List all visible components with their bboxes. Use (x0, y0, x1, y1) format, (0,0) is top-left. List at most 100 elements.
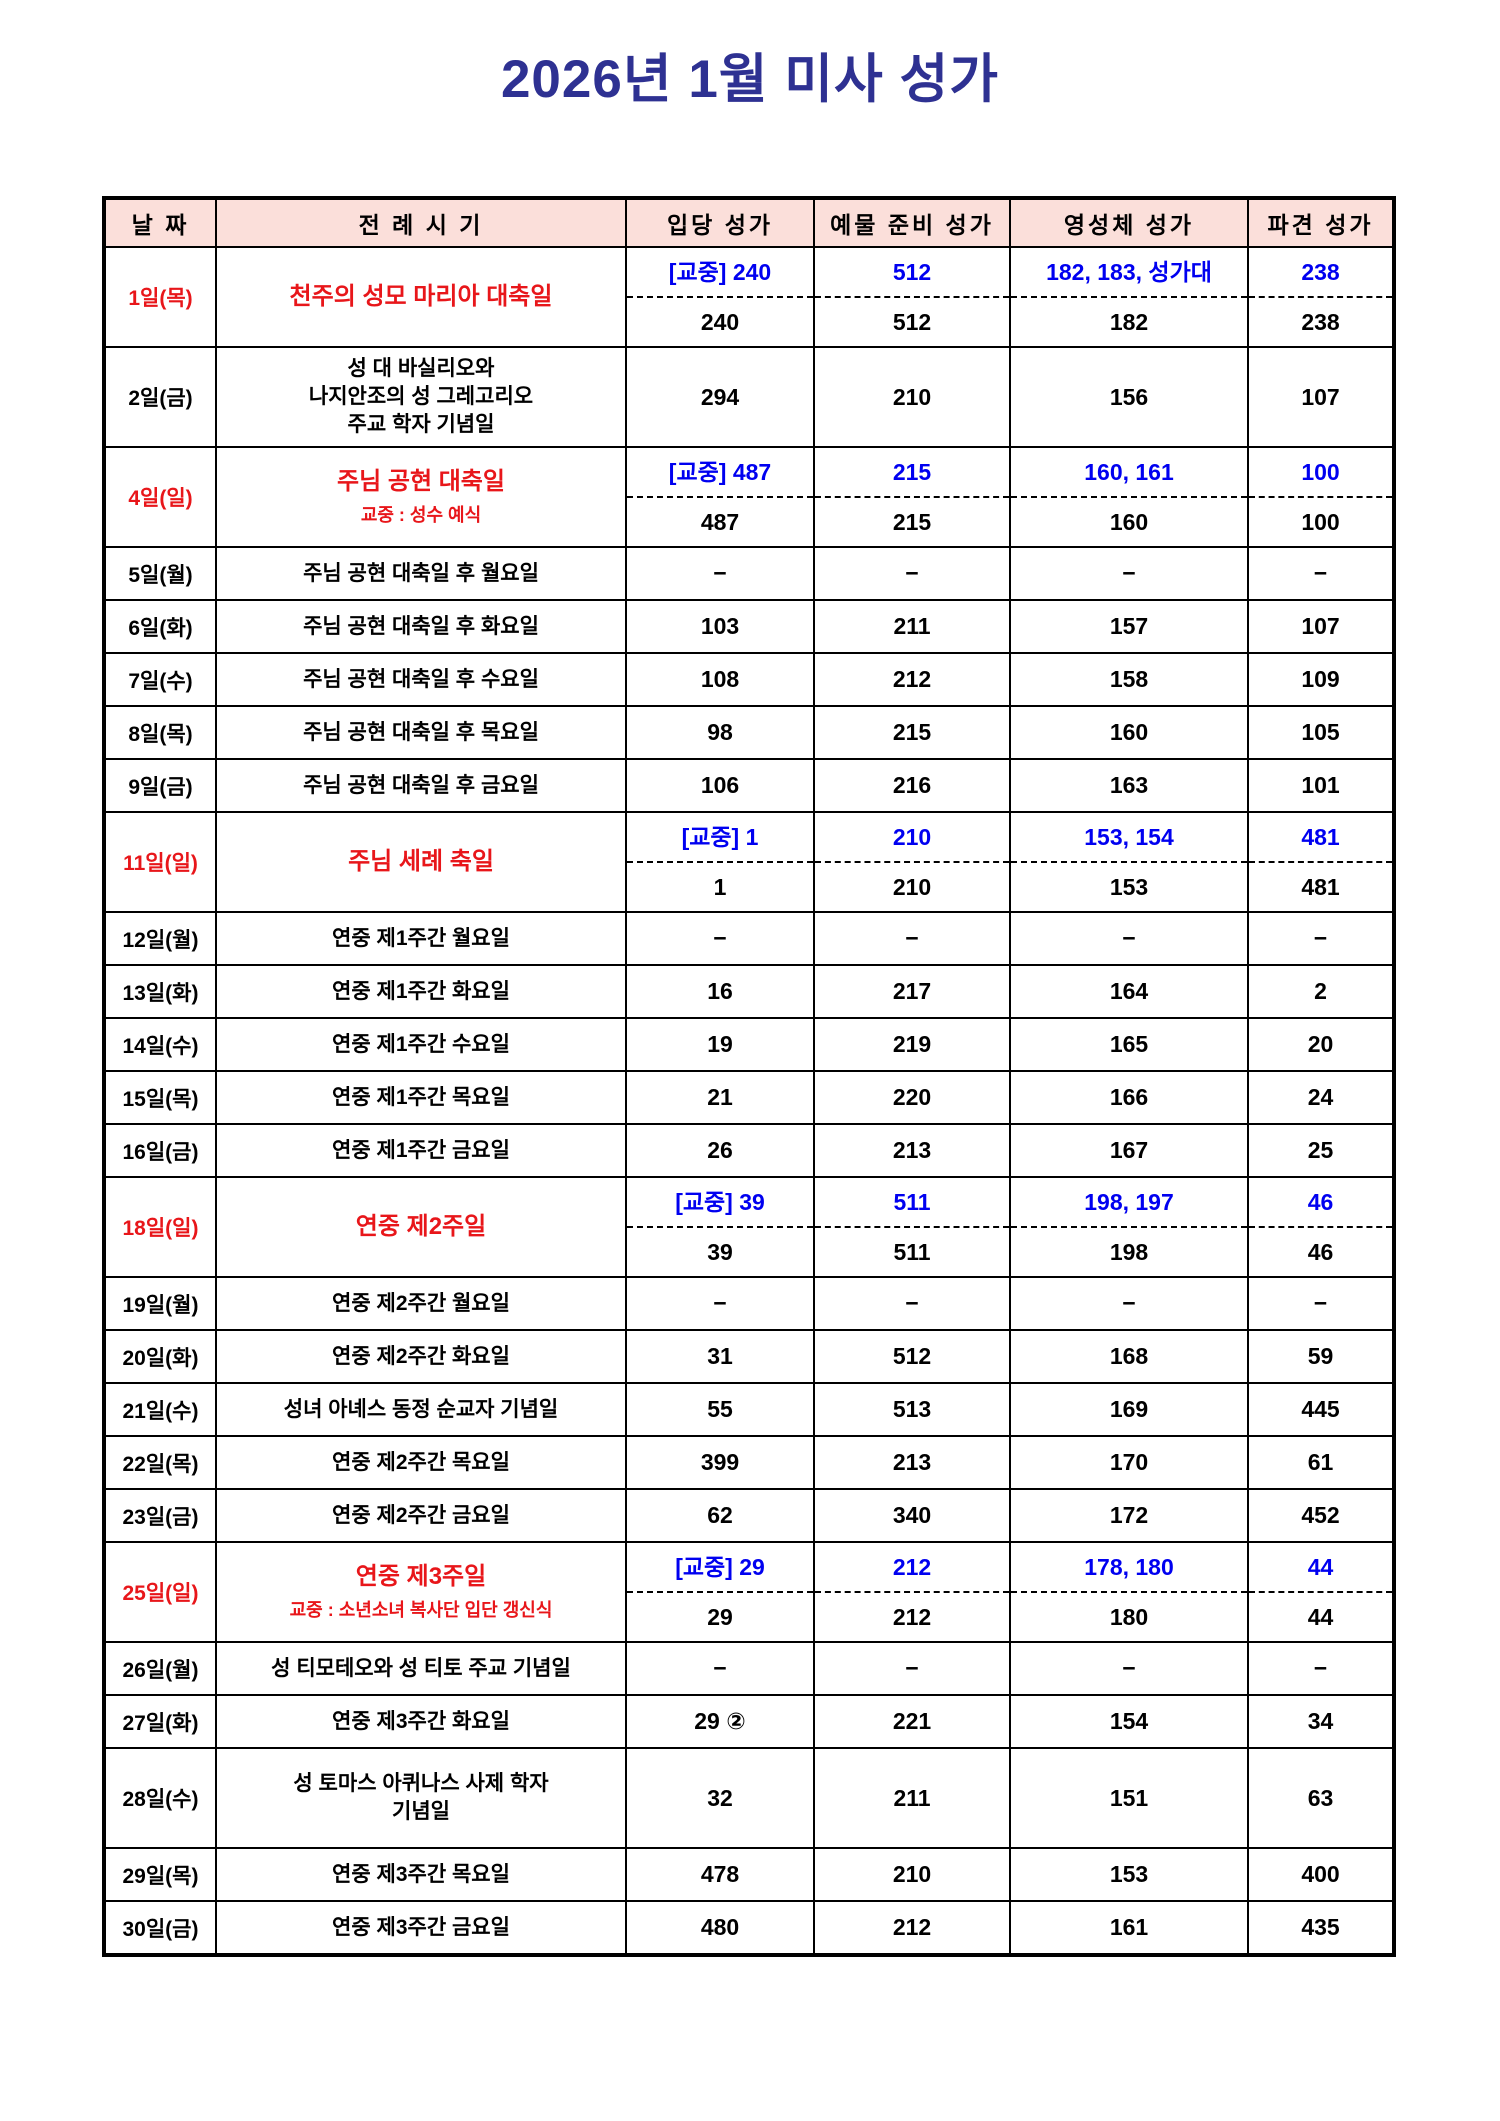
cell-communion-hymn: 160, 161 160 (1009, 446, 1249, 548)
cell-entrance-hymn: 98 (625, 705, 815, 760)
entrance-hymn-standard: 240 (700, 309, 740, 335)
cell-entrance-hymn: [교중] 1 1 (625, 811, 815, 913)
entrance-hymn-gyojung: [교중] 29 (627, 1543, 813, 1593)
cell-offertory-hymn: − (813, 911, 1011, 966)
dismissal-hymn-standard: 481 (1301, 874, 1340, 900)
cell-communion-hymn: 167 (1009, 1123, 1249, 1178)
cell-entrance-hymn: [교중] 487 487 (625, 446, 815, 548)
entrance-hymn-standard: 39 (707, 1239, 733, 1265)
cell-dismissal-hymn: 107 (1247, 599, 1395, 654)
cell-offertory-hymn: − (813, 1641, 1011, 1696)
cell-entrance-hymn: 399 (625, 1435, 815, 1490)
offertory-hymn-standard: 212 (892, 1604, 932, 1630)
table-row: 8일(목) 주님 공현 대축일 후 목요일 98 215 160 105 (103, 705, 1395, 760)
cell-entrance-hymn: 480 (625, 1900, 815, 1956)
cell-liturgical-season: 주님 공현 대축일 후 목요일 (215, 705, 627, 760)
table-row: 7일(수) 주님 공현 대축일 후 수요일 108 212 158 109 (103, 652, 1395, 707)
column-header-entrance: 입당 성가 (625, 197, 815, 248)
communion-hymn-standard: 198 (1109, 1239, 1149, 1265)
entrance-hymn-standard: 1 (713, 874, 727, 900)
table-row: 15일(목) 연중 제1주간 목요일 21 220 166 24 (103, 1070, 1395, 1125)
cell-liturgical-season: 주님 공현 대축일 후 수요일 (215, 652, 627, 707)
cell-entrance-hymn: 55 (625, 1382, 815, 1437)
cell-dismissal-hymn: 481 481 (1247, 811, 1395, 913)
cell-communion-hymn: 170 (1009, 1435, 1249, 1490)
table-row: 5일(월) 주님 공현 대축일 후 월요일 − − − − (103, 546, 1395, 601)
cell-communion-hymn: 157 (1009, 599, 1249, 654)
table-row: 16일(금) 연중 제1주간 금요일 26 213 167 25 (103, 1123, 1395, 1178)
offertory-hymn-standard: 215 (892, 509, 932, 535)
table-row: 2일(금) 성 대 바실리오와 나지안조의 성 그레고리오 주교 학자 기념일 294 2… (103, 346, 1395, 448)
cell-liturgical-season: 연중 제2주간 금요일 (215, 1488, 627, 1543)
cell-date: 26일(월) (103, 1641, 217, 1696)
offertory-hymn-gyojung: 511 (815, 1178, 1009, 1228)
cell-date: 22일(목) (103, 1435, 217, 1490)
cell-communion-hymn: − (1009, 1641, 1249, 1696)
cell-entrance-hymn: 21 (625, 1070, 815, 1125)
entrance-hymn-standard: 29 (707, 1604, 733, 1630)
cell-date: 19일(월) (103, 1276, 217, 1331)
table-row: 27일(화) 연중 제3주간 화요일 29 ② 221 154 34 (103, 1694, 1395, 1749)
cell-offertory-hymn: 210 (813, 1847, 1011, 1902)
table-header: 날 짜 전 례 시 기 입당 성가 예물 준비 성가 영성체 성가 파견 성가 (103, 197, 1395, 248)
cell-offertory-hymn: 217 (813, 964, 1011, 1019)
table-row: 6일(화) 주님 공현 대축일 후 화요일 103 211 157 107 (103, 599, 1395, 654)
cell-date: 14일(수) (103, 1017, 217, 1072)
cell-date: 6일(화) (103, 599, 217, 654)
cell-liturgical-season: 연중 제1주간 월요일 (215, 911, 627, 966)
cell-liturgical-season: 연중 제2주간 월요일 (215, 1276, 627, 1331)
cell-offertory-hymn: 512 512 (813, 246, 1011, 348)
table-row: 18일(일) 연중 제2주일 [교중] 39 39 511 511 198, 197 198 4… (103, 1176, 1395, 1278)
cell-communion-hymn: 169 (1009, 1382, 1249, 1437)
cell-dismissal-hymn: 46 46 (1247, 1176, 1395, 1278)
cell-date: 16일(금) (103, 1123, 217, 1178)
cell-liturgical-season: 성녀 아녜스 동정 순교자 기념일 (215, 1382, 627, 1437)
column-header-season: 전 례 시 기 (215, 197, 627, 248)
cell-dismissal-hymn: 445 (1247, 1382, 1395, 1437)
dismissal-hymn-standard: 46 (1307, 1239, 1334, 1265)
column-header-communion: 영성체 성가 (1009, 197, 1249, 248)
cell-entrance-hymn: [교중] 29 29 (625, 1541, 815, 1643)
communion-hymn-gyojung: 182, 183, 성가대 (1011, 248, 1247, 298)
entrance-hymn-gyojung: [교중] 487 (627, 448, 813, 498)
cell-entrance-hymn: 478 (625, 1847, 815, 1902)
cell-offertory-hymn: 211 (813, 1747, 1011, 1849)
offertory-hymn-gyojung: 215 (815, 448, 1009, 498)
cell-offertory-hymn: 340 (813, 1488, 1011, 1543)
cell-liturgical-season: 연중 제3주간 금요일 (215, 1900, 627, 1956)
cell-offertory-hymn: 216 (813, 758, 1011, 813)
cell-date: 28일(수) (103, 1747, 217, 1849)
cell-date: 4일(일) (103, 446, 217, 548)
cell-date: 29일(목) (103, 1847, 217, 1902)
cell-entrance-hymn: 106 (625, 758, 815, 813)
cell-offertory-hymn: 212 212 (813, 1541, 1011, 1643)
communion-hymn-standard: 153 (1109, 874, 1149, 900)
column-header-date: 날 짜 (103, 197, 217, 248)
season-title: 연중 제3주일 (355, 1563, 487, 1591)
cell-dismissal-hymn: 101 (1247, 758, 1395, 813)
cell-entrance-hymn: − (625, 1641, 815, 1696)
table-row: 26일(월) 성 티모테오와 성 티토 주교 기념일 − − − − (103, 1641, 1395, 1696)
cell-communion-hymn: 153, 154 153 (1009, 811, 1249, 913)
table-row: 25일(일) 연중 제3주일 교중 : 소년소녀 복사단 입단 갱신식 [교중] 29… (103, 1541, 1395, 1643)
cell-entrance-hymn: 29 ② (625, 1694, 815, 1749)
season-subtitle: 교중 : 소년소녀 복사단 입단 갱신식 (289, 1599, 553, 1620)
table-row: 22일(목) 연중 제2주간 목요일 399 213 170 61 (103, 1435, 1395, 1490)
cell-entrance-hymn: 62 (625, 1488, 815, 1543)
cell-date: 12일(월) (103, 911, 217, 966)
cell-liturgical-season: 연중 제1주간 금요일 (215, 1123, 627, 1178)
cell-dismissal-hymn: 24 (1247, 1070, 1395, 1125)
cell-dismissal-hymn: 2 (1247, 964, 1395, 1019)
cell-liturgical-season: 주님 공현 대축일 후 화요일 (215, 599, 627, 654)
page-title: 2026년 1월 미사 성가 (500, 50, 1000, 109)
entrance-hymn-standard: 487 (700, 509, 740, 535)
cell-liturgical-season: 연중 제1주간 수요일 (215, 1017, 627, 1072)
cell-offertory-hymn: 215 (813, 705, 1011, 760)
dismissal-hymn-standard: 100 (1301, 509, 1340, 535)
cell-liturgical-season: 주님 세례 축일 (215, 811, 627, 913)
cell-date: 15일(목) (103, 1070, 217, 1125)
offertory-hymn-standard: 511 (893, 1239, 931, 1265)
cell-date: 21일(수) (103, 1382, 217, 1437)
cell-date: 1일(목) (103, 246, 217, 348)
